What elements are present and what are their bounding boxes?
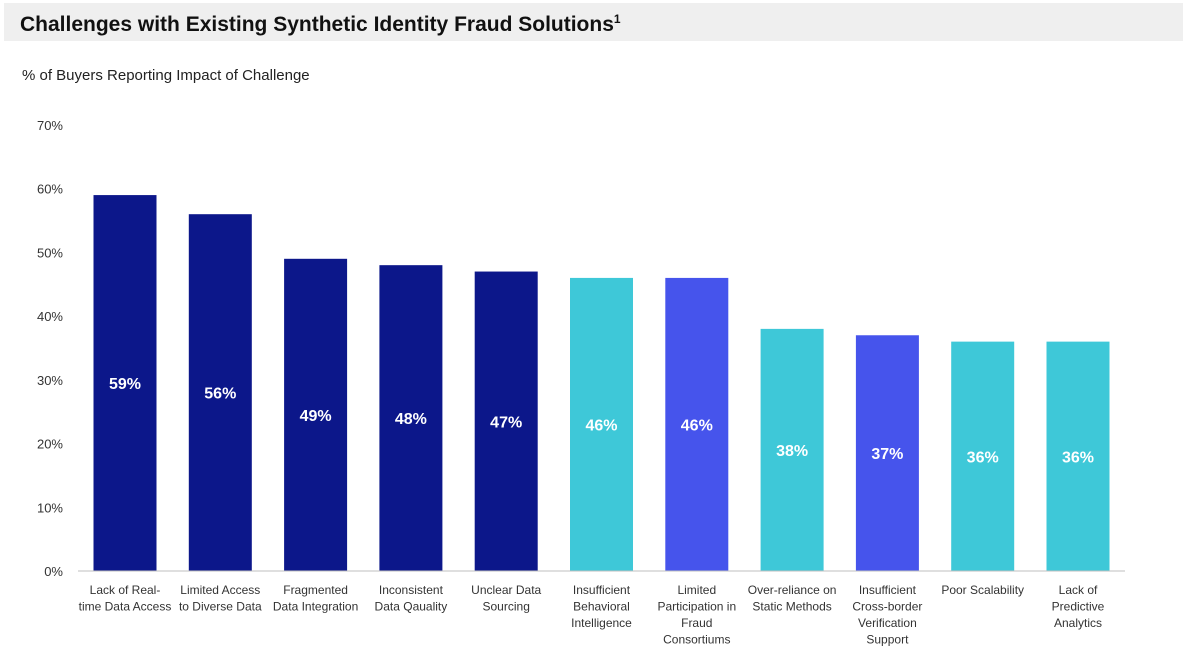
x-tick-label-line: Participation in: [657, 600, 736, 614]
y-tick-label: 20%: [37, 437, 63, 452]
x-tick-label-line: Unclear Data: [471, 583, 541, 597]
x-tick-label-line: Limited: [677, 583, 716, 597]
y-tick-label: 40%: [37, 309, 63, 324]
x-tick-label-line: Over-reliance on: [748, 583, 837, 597]
bar-value-label: 59%: [109, 376, 141, 393]
bar-value-label: 36%: [967, 449, 999, 466]
bar-value-label: 46%: [681, 417, 713, 434]
x-tick-label: Limited Access to Diverse Data: [179, 583, 262, 614]
bar-value-label: 48%: [395, 411, 427, 428]
title-footnote-marker: 1: [613, 12, 621, 26]
x-tick-label: Fragmented Data Integration: [273, 583, 358, 614]
x-tick-label-line: Inconsistent: [379, 583, 444, 597]
x-tick-label-line: time Data Access: [79, 600, 172, 614]
x-tick-label-line: Static Methods: [752, 600, 831, 614]
x-tick-label-line: Fragmented: [283, 583, 348, 597]
bar: [665, 277, 729, 571]
x-tick-label-line: Fraud: [681, 616, 712, 630]
bar: [93, 195, 157, 572]
x-tick-label-line: Intelligence: [571, 616, 632, 630]
chart-subtitle: % of Buyers Reporting Impact of Challeng…: [22, 67, 310, 84]
x-tick-label-line: Predictive: [1052, 600, 1105, 614]
bar-value-label: 49%: [300, 408, 332, 425]
y-tick-label: 30%: [37, 373, 63, 388]
bar-value-label: 47%: [490, 414, 522, 431]
x-tick-label: Insufficient Cross-border Verification Supp…: [852, 583, 922, 647]
x-tick-label-line: Data Integration: [273, 600, 358, 614]
bar: [379, 265, 443, 571]
x-tick-label-line: Support: [866, 633, 909, 647]
x-tick-label-line: Sourcing: [483, 600, 530, 614]
x-tick-label: Unclear Data Sourcing: [471, 583, 541, 614]
chart-title: Challenges with Existing Synthetic Ident…: [20, 12, 621, 37]
bar-value-label: 46%: [585, 417, 617, 434]
y-tick-label: 0%: [44, 564, 63, 579]
x-tick-label: Insufficient Behavioral Intelligence: [571, 583, 632, 630]
title-bar: Challenges with Existing Synthetic Ident…: [4, 3, 1183, 41]
bars: 59% 56% 49% 48% 47% 46% 46% 38% 37% 36% 36%: [93, 195, 1110, 572]
x-tick-label-line: Verification: [858, 616, 917, 630]
y-tick-label: 50%: [37, 245, 63, 260]
x-tick-label-line: Data Qauality: [375, 600, 448, 614]
bar: [284, 258, 348, 571]
x-tick-label-line: Lack of: [1059, 583, 1098, 597]
bar: [1046, 341, 1110, 571]
x-tick-label: Poor Scalability: [941, 583, 1024, 597]
bar-value-label: 56%: [204, 386, 236, 403]
y-tick-label: 70%: [37, 118, 63, 133]
x-tick-label-line: Limited Access: [180, 583, 260, 597]
y-axis: 0% 10% 20% 30% 40% 50% 60% 70%: [37, 118, 63, 579]
x-tick-label: Inconsistent Data Qauality: [375, 583, 448, 614]
x-tick-label-line: Analytics: [1054, 616, 1102, 630]
bar: [570, 277, 633, 571]
bar-value-label: 38%: [776, 443, 808, 460]
bar: [188, 214, 252, 571]
x-tick-label-line: Consortiums: [663, 633, 730, 647]
bar: [855, 335, 919, 571]
x-tick-label-line: Lack of Real-: [90, 583, 161, 597]
y-tick-label: 60%: [37, 182, 63, 197]
x-tick-label-line: Cross-border: [852, 600, 922, 614]
x-tick-label: Limited Participation in Fraud Consortiums: [657, 583, 736, 647]
x-tick-label-line: Behavioral: [573, 600, 630, 614]
bar: [760, 328, 824, 571]
x-tick-label: Lack of Predictive Analytics: [1052, 583, 1105, 630]
x-tick-label-line: to Diverse Data: [179, 600, 262, 614]
x-tick-label: Over-reliance on Static Methods: [748, 583, 837, 614]
x-tick-label-line: Insufficient: [859, 583, 917, 597]
x-tick-label: Lack of Real-time Data Access: [79, 583, 172, 614]
x-tick-label-line: Insufficient: [573, 583, 631, 597]
bar-value-label: 36%: [1062, 449, 1094, 466]
bar: [951, 341, 1015, 571]
bar: [474, 271, 538, 571]
bar-value-label: 37%: [871, 446, 903, 463]
x-tick-label-line: Poor Scalability: [941, 583, 1024, 597]
y-tick-label: 10%: [37, 500, 63, 515]
chart-title-text: Challenges with Existing Synthetic Ident…: [20, 13, 614, 36]
